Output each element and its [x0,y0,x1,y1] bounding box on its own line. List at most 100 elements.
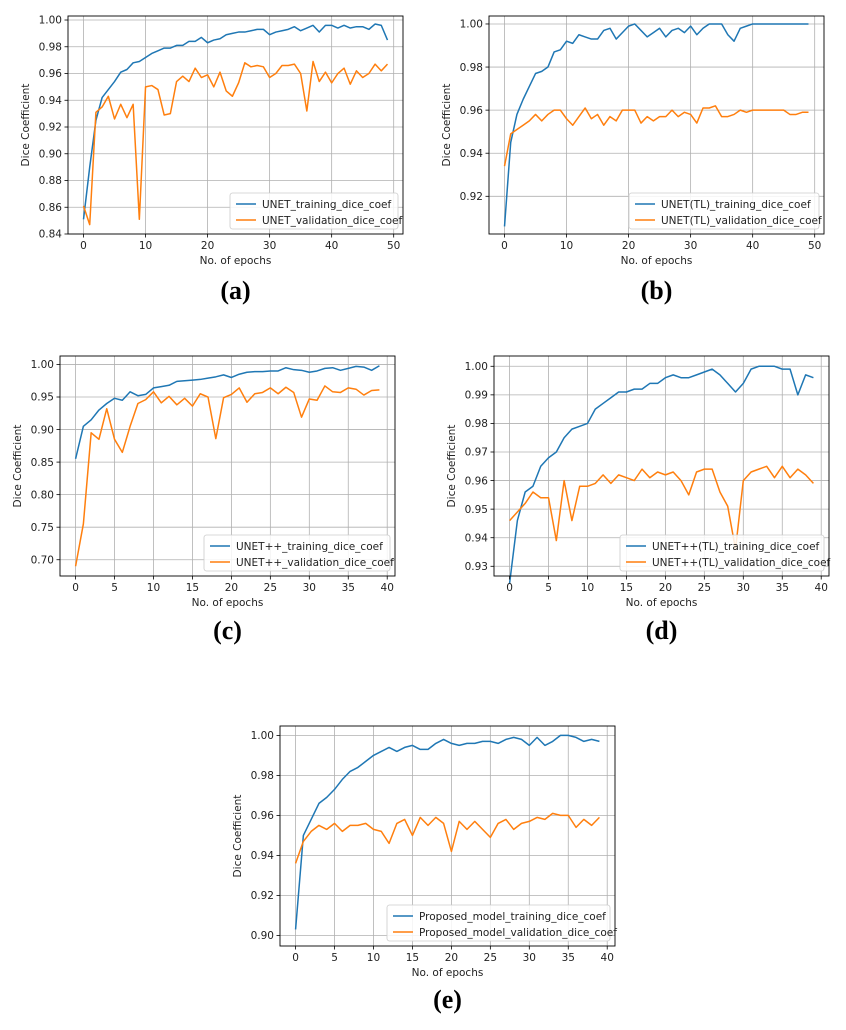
legend-entry-validation: UNET++_validation_dice_coef [236,557,394,569]
legend-entry-training: UNET++(TL)_training_dice_coef [652,541,820,553]
plot-frame [59,355,396,577]
x-tick-label: 40 [325,240,338,252]
x-tick-label: 10 [367,952,380,964]
x-tick-label: 40 [746,240,759,252]
x-tick-label: 20 [201,240,214,252]
legend-entry-training: Proposed_model_training_dice_coef [419,911,606,923]
x-tick-label: 0 [80,240,87,252]
panel-caption: (b) [641,276,673,305]
chart-panel-e: 0 5 10 15 20 25 30 35 40 0.90 0.92 0.94 0.96 0.98 1.00… [232,725,617,1014]
series-line-validation [503,105,809,167]
y-axis-label: Dice Coefficient [446,425,458,508]
x-tick-label: 0 [292,952,299,964]
y-tick-label: 0.95 [465,504,488,516]
x-tick-label: 30 [684,240,697,252]
y-tick-label: 1.00 [465,361,488,373]
x-axis-label: No. of epochs [626,597,698,609]
x-tick-label: 5 [545,582,552,594]
x-tick-label: 15 [186,582,199,594]
x-tick-label: 10 [560,240,573,252]
x-tick-label: 35 [776,582,789,594]
x-tick-label: 10 [581,582,594,594]
plot-frame [493,355,830,577]
y-tick-label: 0.90 [39,148,62,160]
series-line-training [503,23,809,227]
y-axis-label: Dice Coefficient [20,84,32,167]
plot-frame [279,725,616,947]
y-tick-label: 0.86 [39,202,63,214]
x-tick-label: 30 [263,240,276,252]
series-line-validation [294,812,600,864]
y-tick-label: 0.70 [31,554,54,566]
panel-caption: (e) [433,985,462,1014]
x-tick-label: 30 [303,582,316,594]
y-tick-label: 0.92 [460,191,483,203]
y-tick-label: 0.85 [31,457,54,469]
legend-entry-training: UNET_training_dice_coef [262,199,391,211]
y-tick-label: 0.94 [39,95,63,107]
y-tick-label: 0.93 [465,561,488,573]
panel-caption: (d) [646,616,678,645]
y-tick-label: 0.84 [39,229,63,241]
legend-entry-validation: UNET++(TL)_validation_dice_coef [652,557,831,569]
x-tick-label: 0 [72,582,79,594]
legend-box [619,534,825,572]
x-tick-label: 20 [622,240,635,252]
chart-panel-d: 0 5 10 15 20 25 30 35 40 0.93 0.94 0.95 0.96 0.97 0.98… [446,355,831,645]
y-axis-label: Dice Coefficient [232,795,244,878]
y-tick-label: 0.98 [39,41,62,53]
series-line-training [74,365,380,460]
series-line-validation [82,60,389,226]
y-tick-label: 0.92 [251,890,274,902]
y-tick-label: 0.96 [251,810,275,822]
y-tick-label: 0.75 [31,522,54,534]
x-tick-label: 40 [381,582,394,594]
y-tick-label: 0.90 [31,424,54,436]
x-tick-label: 40 [815,582,828,594]
x-tick-label: 5 [331,952,338,964]
legend: UNET++(TL)_training_dice_coef UNET++(TL)_… [619,534,831,572]
legend-entry-training: UNET++_training_dice_coef [236,541,383,553]
legend: UNET(TL)_training_dice_coef UNET(TL)_vali… [628,192,822,230]
legend-entry-training: UNET(TL)_training_dice_coef [661,199,811,211]
x-tick-label: 10 [147,582,160,594]
y-tick-label: 0.96 [465,475,489,487]
legend: UNET_training_dice_coef UNET_validation_d… [229,192,403,230]
y-tick-label: 0.98 [460,62,483,74]
y-tick-label: 0.95 [31,392,54,404]
legend-entry-validation: UNET_validation_dice_coef [262,215,403,227]
plot-frame [67,15,404,235]
x-tick-label: 25 [698,582,711,594]
y-tick-label: 0.94 [460,148,484,160]
series-line-validation [509,465,814,550]
x-tick-label: 30 [523,952,536,964]
y-tick-label: 0.88 [39,175,62,187]
x-tick-label: 5 [111,582,118,594]
x-tick-label: 0 [501,240,508,252]
y-tick-label: 0.80 [31,489,54,501]
x-tick-label: 10 [139,240,152,252]
series-line-training [294,734,600,930]
y-tick-label: 1.00 [31,359,54,371]
x-tick-label: 25 [264,582,277,594]
x-tick-label: 30 [737,582,750,594]
x-axis-label: No. of epochs [192,597,264,609]
x-tick-label: 50 [808,240,821,252]
legend-box [203,534,391,572]
legend-entry-validation: UNET(TL)_validation_dice_coef [661,215,822,227]
chart-panel-b: 0 10 20 30 40 50 0.92 0.94 0.96 0.98 1.00 No. of ep… [441,15,825,305]
legend: Proposed_model_training_dice_coef Propose… [386,904,617,942]
y-tick-label: 0.94 [465,532,489,544]
y-tick-label: 0.94 [251,850,275,862]
y-tick-label: 1.00 [251,730,274,742]
x-axis-label: No. of epochs [621,255,693,267]
legend-box [628,192,820,230]
x-tick-label: 35 [342,582,355,594]
x-tick-label: 40 [601,952,614,964]
y-tick-label: 1.00 [39,15,62,27]
legend-box [229,192,399,230]
series-line-training [508,365,814,584]
x-tick-label: 20 [225,582,238,594]
y-tick-label: 0.96 [39,68,63,80]
